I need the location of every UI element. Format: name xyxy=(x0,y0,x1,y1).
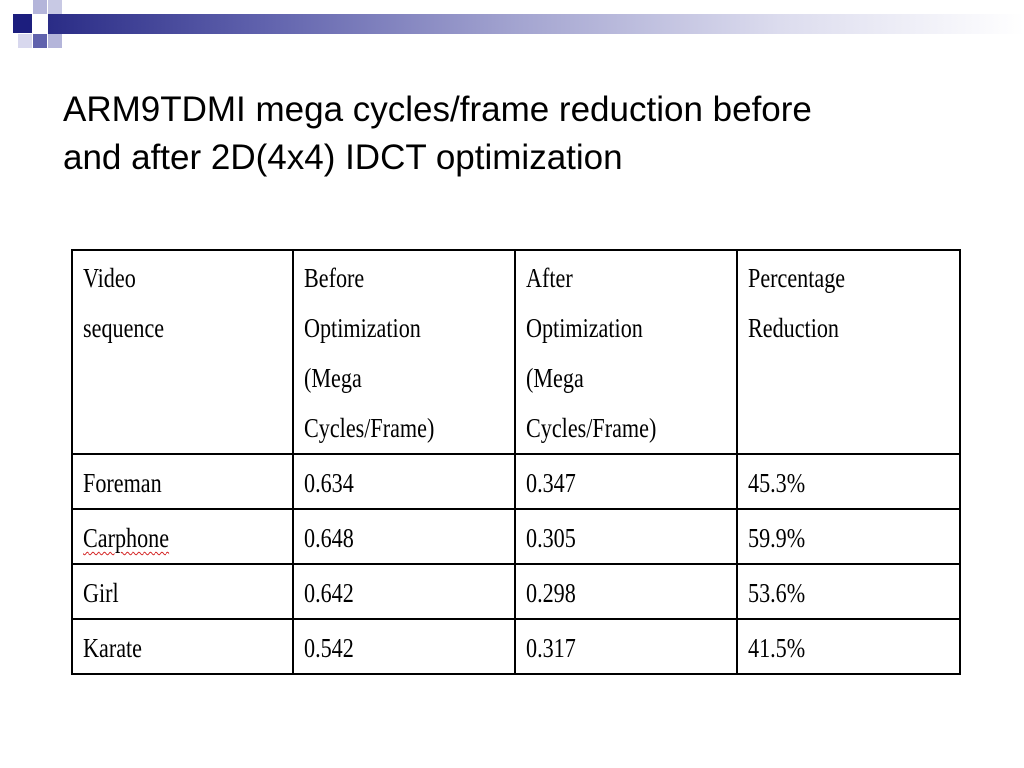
header-before-optimization: Before Optimization (Mega Cycles/Frame) xyxy=(292,249,516,455)
cell-sequence: Foreman xyxy=(70,453,295,510)
slide-title-line-2: and after 2D(4x4) IDCT optimization xyxy=(63,138,623,177)
cell-reduction: 59.9% xyxy=(735,508,962,565)
cell-before: 0.634 xyxy=(292,453,516,510)
table-row: Karate 0.542 0.317 41.5% xyxy=(70,618,962,675)
header-video-sequence: Video sequence xyxy=(70,249,295,455)
header-decoration xyxy=(0,0,1024,62)
spellcheck-underlined-text: Carphone xyxy=(83,523,170,553)
cell-after: 0.347 xyxy=(513,453,738,510)
cell-before: 0.642 xyxy=(292,563,516,620)
header-percentage-reduction: Percentage Reduction xyxy=(735,249,962,455)
cell-reduction: 53.6% xyxy=(735,563,962,620)
deco-square-pale-3 xyxy=(18,34,32,48)
header-after-optimization: After Optimization (Mega Cycles/Frame) xyxy=(513,249,738,455)
cell-after: 0.305 xyxy=(513,508,738,565)
deco-square-light xyxy=(33,0,47,14)
cell-sequence: Karate xyxy=(70,618,295,675)
slide-title: ARM9TDMI mega cycles/frame reduction bef… xyxy=(63,86,963,182)
cell-sequence: Girl xyxy=(70,563,295,620)
cell-after: 0.298 xyxy=(513,563,738,620)
table-row: Girl 0.642 0.298 53.6% xyxy=(70,563,962,620)
cell-reduction: 45.3% xyxy=(735,453,962,510)
table-header-row: Video sequence Before Optimization (Mega… xyxy=(70,249,962,455)
deco-square-dark xyxy=(13,14,32,33)
slide-title-line-1: ARM9TDMI mega cycles/frame reduction bef… xyxy=(63,90,812,129)
cell-after: 0.317 xyxy=(513,618,738,675)
cell-reduction: 41.5% xyxy=(735,618,962,675)
cell-sequence: Carphone xyxy=(70,508,295,565)
table-row: Foreman 0.634 0.347 45.3% xyxy=(70,453,962,510)
gradient-band xyxy=(48,14,1024,34)
table-row: Carphone 0.648 0.305 59.9% xyxy=(70,508,962,565)
cell-before: 0.648 xyxy=(292,508,516,565)
deco-square-mid xyxy=(33,34,47,48)
deco-square-pale xyxy=(48,0,62,14)
deco-square-pale-2 xyxy=(48,34,62,48)
cell-before: 0.542 xyxy=(292,618,516,675)
cycles-table: Video sequence Before Optimization (Mega… xyxy=(70,249,962,675)
